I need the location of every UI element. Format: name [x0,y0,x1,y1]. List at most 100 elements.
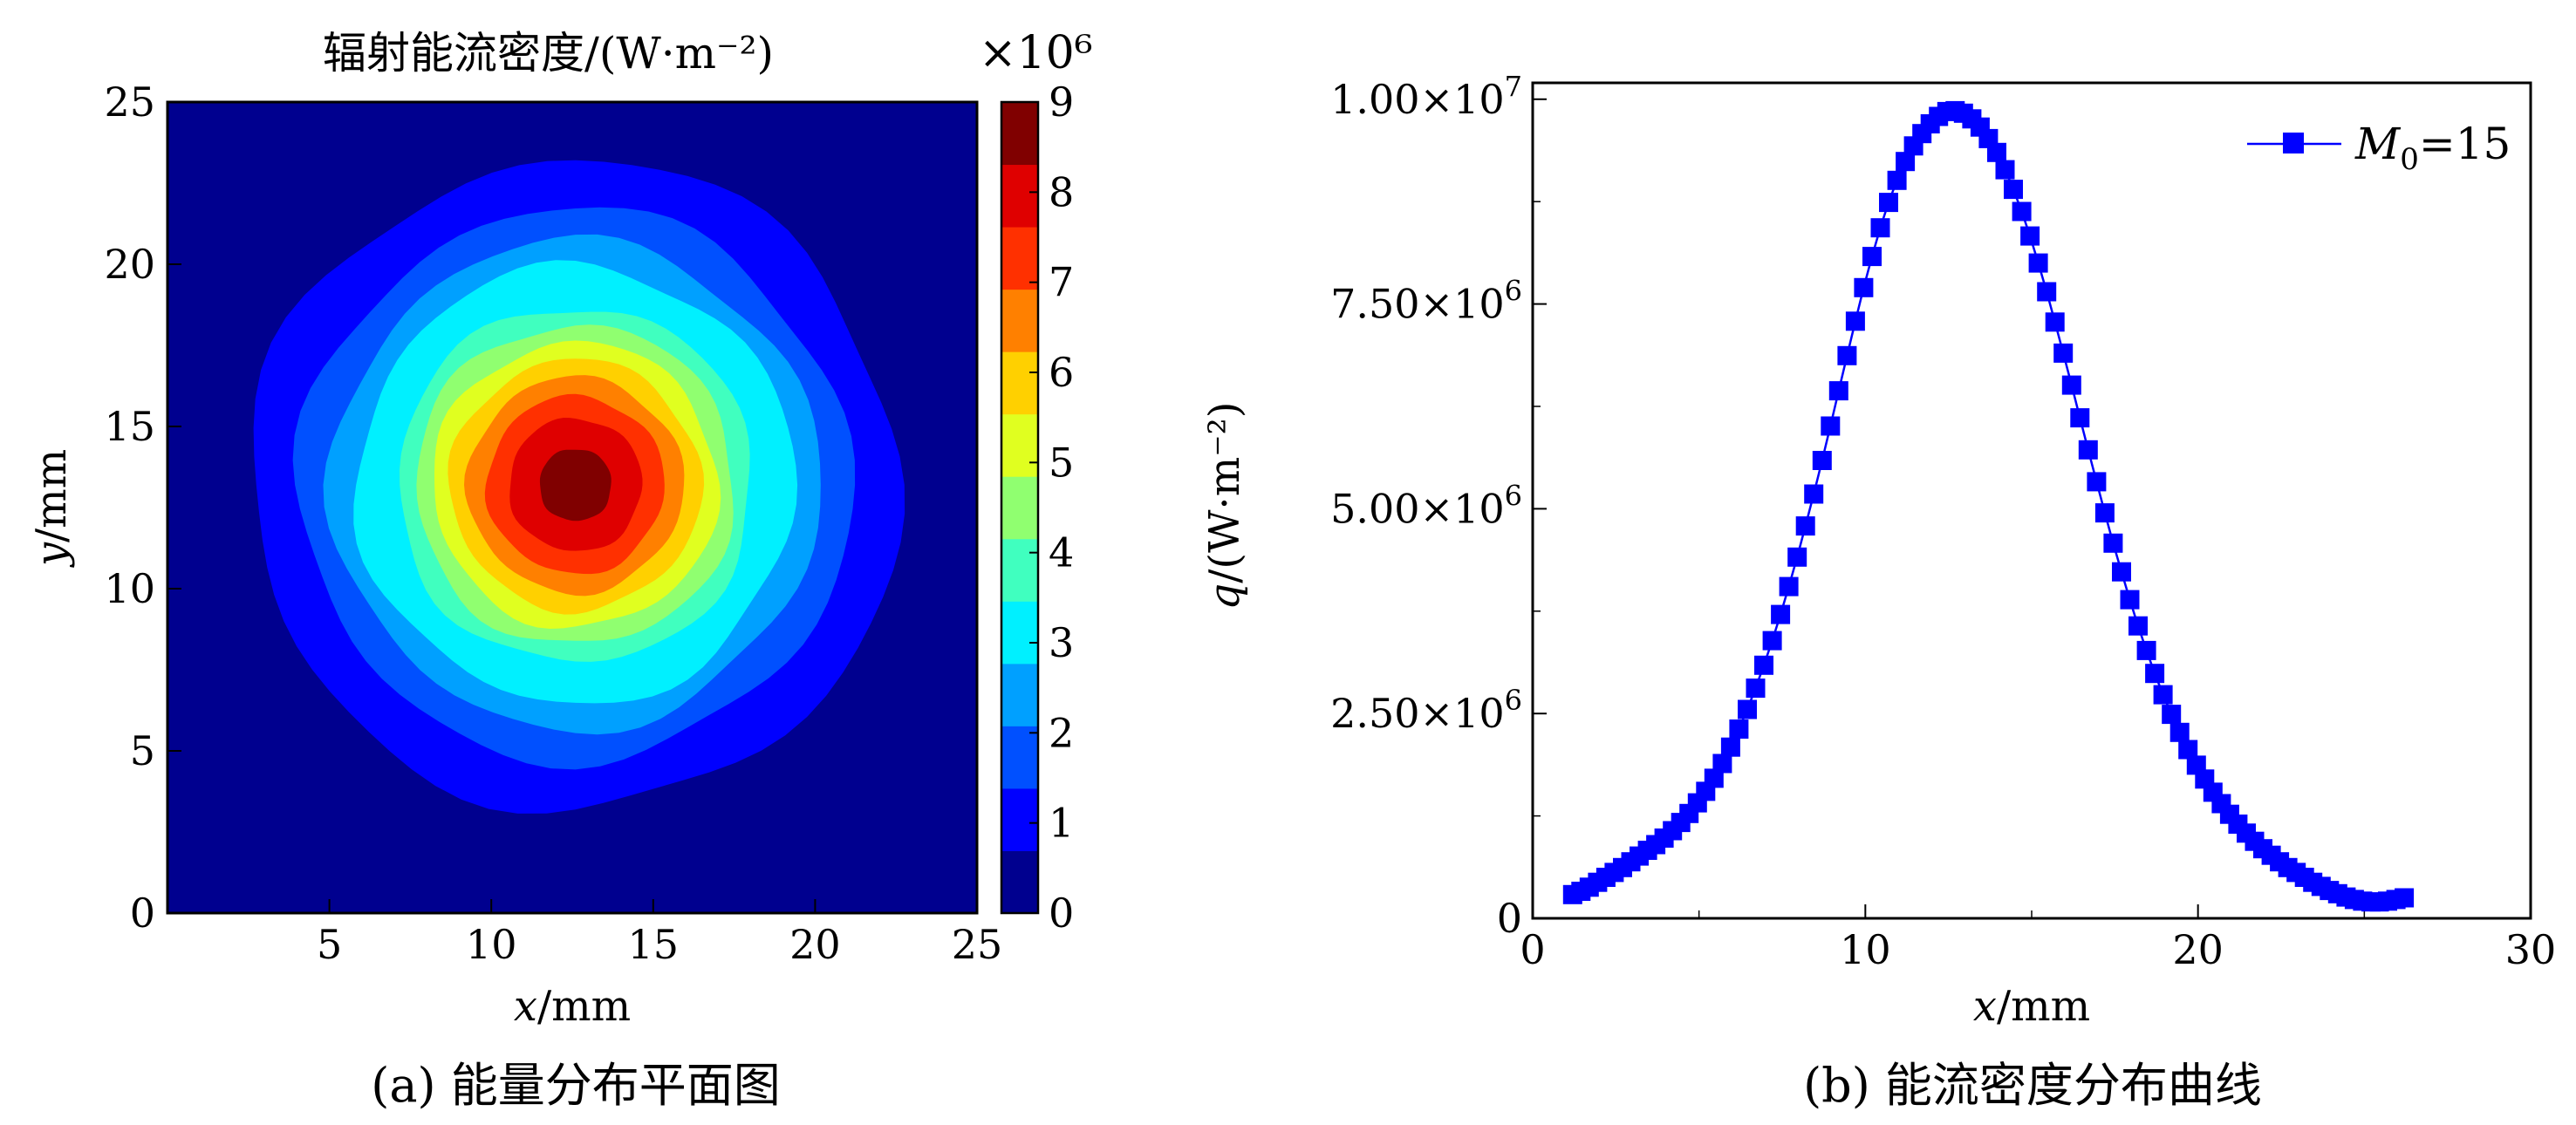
colorbar-tick-label-9: 9 [1049,78,1074,126]
colorbar-band-5 [1001,538,1038,602]
line-x-tick-label-3: 30 [2505,926,2557,973]
line-plot-area [1533,83,2531,918]
line-y-tick-label-2: 5.00×106 [1330,479,1522,532]
data-point-100 [2395,888,2415,908]
data-point-34 [1845,311,1865,331]
heatmap-y-tick-label-0: 0 [130,890,155,937]
colorbar-frame [1000,100,1040,915]
data-point-54 [2012,201,2032,222]
line-y-tick-label-3: 7.50×106 [1330,275,1522,328]
line-y-tick-label-1: 2.50×106 [1330,684,1522,737]
colorbar-tick-label-4: 4 [1049,529,1074,576]
data-point-19 [1720,737,1740,757]
legend-marker [2283,133,2304,153]
colorbar-ticks: 0 1 2 3 4 5 6 7 8 9 [1029,78,1074,937]
data-point-65 [2103,533,2123,553]
heatmap-y-tick-label-2: 10 [104,565,155,612]
line-x-tick-label-0: 0 [1520,926,1545,973]
data-point-24 [1762,631,1782,651]
colorbar-tick-label-0: 0 [1049,890,1074,937]
colorbar-tick-label-6: 6 [1049,349,1074,396]
colorbar-band-1 [1001,788,1038,851]
colorbar-multiplier: ×10⁶ [979,27,1093,79]
colorbar-band-0 [1001,850,1038,914]
data-point-60 [2061,375,2081,395]
data-point-31 [1821,416,1841,436]
data-point-72 [2162,705,2182,725]
data-point-33 [1837,345,1857,365]
data-point-64 [2094,503,2115,523]
heatmap-title: 辐射能流密度/(W·m⁻²) [323,28,774,78]
data-point-67 [2120,590,2140,610]
line-frame [1531,81,2532,920]
data-point-59 [2053,343,2074,363]
heatmap-y-tick-label-5: 25 [104,78,155,126]
data-point-62 [2078,440,2098,460]
line-chart: 0 10 20 30 0 2.50×106 5.00×106 7.50×106 1.00×10… [1200,70,2556,1031]
colorbar-tick-label-2: 2 [1049,709,1074,756]
data-point-52 [1995,160,2015,180]
data-point-70 [2145,664,2165,684]
data-point-22 [1746,678,1766,699]
data-point-21 [1738,699,1757,719]
line-ylabel: q/(W·m⁻²) [1200,401,1249,610]
colorbar: 0 1 2 3 4 5 6 7 8 9 ×10⁶ [979,27,1093,937]
colorbar-band-10 [1001,227,1038,290]
data-point-35 [1854,277,1874,297]
heatmap-x-tick-label-4: 25 [952,921,1003,968]
data-point-39 [1887,170,1907,190]
data-point-51 [1987,142,2006,162]
data-point-38 [1879,193,1898,213]
colorbar-band-2 [1001,726,1038,789]
line-y-tick-label-4: 1.00×107 [1330,70,1522,123]
line-x-tick-label-2: 20 [2172,926,2224,973]
heatmap-frame [166,100,979,915]
data-point-36 [1862,247,1882,267]
colorbar-band-3 [1001,663,1038,726]
heatmap-y-tick-label-4: 20 [104,241,155,288]
caption-right: (b) 能流密度分布曲线 [1803,1058,2262,1113]
colorbar-tick-label-8: 8 [1049,168,1074,215]
line-y-tick-labels: 0 2.50×106 5.00×106 7.50×106 1.00×107 [1330,70,1522,942]
colorbar-tick-label-3: 3 [1049,619,1074,666]
colorbar-band-8 [1001,351,1038,415]
data-point-58 [2045,312,2065,332]
colorbar-tick-label-1: 1 [1049,800,1074,847]
heatmap-y-ticks: 0 5 10 15 20 25 [104,78,181,937]
heatmap-x-ticks: 5 10 15 20 25 [317,899,1002,968]
data-point-68 [2128,616,2148,636]
heatmap-x-tick-label-1: 10 [466,921,517,968]
data-point-28 [1795,516,1815,536]
data-point-69 [2136,640,2156,660]
data-point-23 [1754,655,1773,675]
data-point-53 [2004,180,2023,200]
heatmap-contours [253,160,905,814]
line-x-tick-label-1: 10 [1840,926,1891,973]
heatmap-xlabel: x/mm [514,982,631,1031]
line-xlabel: x/mm [1973,982,2090,1031]
caption-left: (a) 能量分布平面图 [371,1058,781,1113]
data-point-61 [2070,408,2090,428]
colorbar-band-9 [1001,289,1038,352]
colorbar-band-4 [1001,601,1038,665]
heatmap-x-tick-label-2: 15 [628,921,680,968]
line-y-tick-label-0: 0 [1497,895,1522,942]
heatmap-x-tick-label-3: 20 [789,921,841,968]
colorbar-tick-label-7: 7 [1049,259,1074,306]
data-point-74 [2178,740,2198,760]
data-point-26 [1779,576,1799,597]
colorbar-band-11 [1001,164,1038,228]
series-markers-M0-15 [1562,100,2415,912]
data-point-57 [2037,282,2057,302]
data-point-40 [1896,152,1916,172]
line-x-tick-labels: 0 10 20 30 [1520,926,2556,973]
data-point-18 [1712,753,1732,774]
data-point-27 [1787,547,1807,567]
line-legend: M0=15 [2247,119,2511,177]
data-point-66 [2112,562,2131,582]
data-point-37 [1870,218,1890,238]
data-point-56 [2028,253,2048,273]
data-point-55 [2020,226,2040,246]
legend-label: M0=15 [2354,119,2511,177]
